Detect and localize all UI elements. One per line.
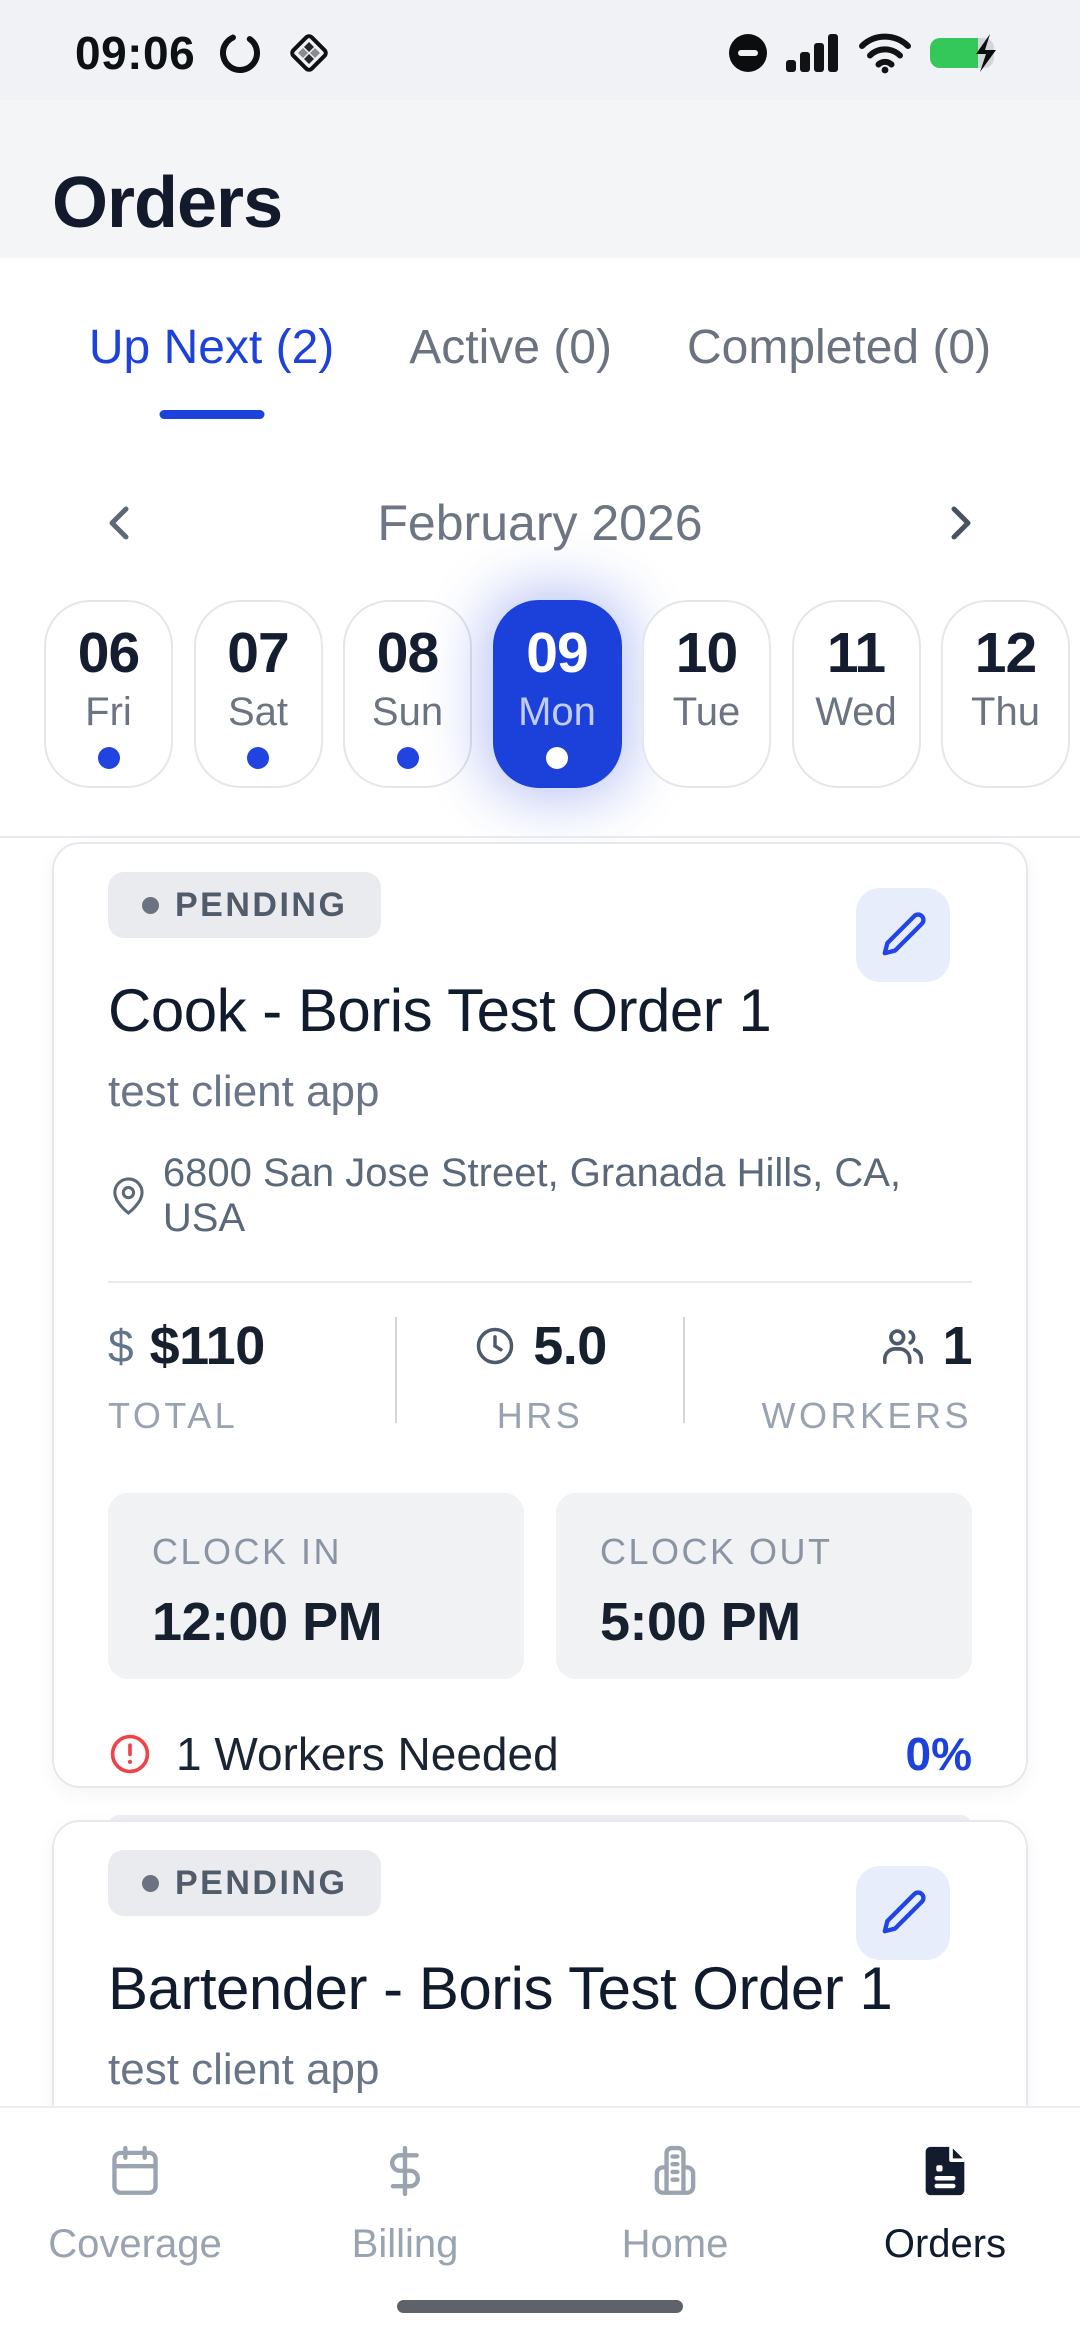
page-title: Orders — [52, 163, 283, 243]
date-carousel: 06 Fri 07 Sat 08 Sun 09 Mon 10 Tue 11 We… — [44, 600, 1080, 796]
order-title: Cook - Boris Test Order 1 — [108, 977, 772, 1044]
order-dot — [396, 746, 419, 769]
clock-out-time: 5:00 PM — [600, 1592, 801, 1652]
users-icon — [883, 1329, 924, 1365]
section-divider — [0, 836, 1080, 838]
workers-needed-text: 1 Workers Needed — [176, 1728, 559, 1780]
day-pill-07[interactable]: 07 Sat — [193, 600, 323, 788]
clock-time: 09:06 — [75, 27, 196, 79]
status-badge: PENDING — [108, 872, 382, 938]
nav-orders[interactable]: Orders — [810, 2108, 1080, 2340]
stat-total: $ $110 TOTAL — [108, 1316, 265, 1436]
day-pill-06[interactable]: 06 Fri — [44, 600, 173, 788]
clock-icon — [476, 1327, 514, 1365]
map-pin-icon — [113, 1177, 144, 1215]
clock-in-box: CLOCK IN 12:00 PM — [108, 1493, 524, 1679]
workers-needed-row: 1 Workers Needed 0% — [108, 1727, 972, 1781]
card-divider — [108, 1281, 972, 1283]
document-icon — [925, 2146, 965, 2196]
order-address: 6800 San Jose Street, Granada Hills, CA,… — [162, 1151, 902, 1240]
status-dot-icon — [142, 1874, 159, 1892]
tab-bar: Up Next (2) Active (0) Completed (0) — [0, 258, 1080, 433]
day-pill-08[interactable]: 08 Sun — [343, 600, 472, 788]
chevron-left-icon[interactable] — [100, 503, 140, 543]
dollar-sign-icon — [390, 2145, 420, 2197]
order-dot — [247, 746, 269, 769]
home-indicator[interactable] — [397, 2300, 683, 2313]
stat-hours: 5.0 HRS — [397, 1311, 684, 1437]
order-title: Bartender - Boris Test Order 1 — [108, 1955, 893, 2022]
status-dot-icon — [142, 896, 159, 914]
clock-in-time: 12:00 PM — [152, 1592, 383, 1652]
clock-times: CLOCK IN 12:00 PM CLOCK OUT 5:00 PM — [108, 1493, 972, 1679]
nav-billing[interactable]: Billing — [270, 2108, 540, 2340]
day-pill-10[interactable]: 10 Tue — [642, 600, 771, 788]
nav-coverage[interactable]: Coverage — [0, 2108, 270, 2340]
do-not-disturb-icon — [727, 32, 769, 74]
order-card-cook[interactable]: PENDING Cook - Boris Test Order 1 test c… — [52, 842, 1028, 1837]
bottom-navigation: Coverage Billing Home Orders — [0, 2106, 1080, 2340]
active-tab-underline — [159, 410, 265, 419]
fill-percentage: 0% — [905, 1728, 972, 1780]
tab-completed[interactable]: Completed (0) — [686, 321, 992, 374]
order-client: test client app — [108, 2045, 380, 2094]
stat-divider — [394, 1317, 397, 1423]
month-label: February 2026 — [377, 495, 703, 551]
order-dot — [546, 746, 568, 769]
day-pill-12[interactable]: 12 Thu — [941, 600, 1070, 788]
stat-divider — [683, 1317, 686, 1423]
diamond-ornament-icon — [285, 29, 333, 77]
pencil-icon — [882, 1890, 926, 1934]
building-icon — [654, 2145, 696, 2195]
order-address-row: 6800 San Jose Street, Granada Hills, CA,… — [108, 1151, 972, 1241]
day-pill-11[interactable]: 11 Wed — [791, 600, 921, 788]
month-navigator: February 2026 — [0, 468, 1080, 578]
tab-up-next[interactable]: Up Next (2) — [89, 320, 334, 419]
edit-order-button[interactable] — [856, 888, 950, 982]
wifi-icon — [857, 31, 913, 75]
day-pill-09-selected[interactable]: 09 Mon — [492, 600, 622, 788]
clock-out-box: CLOCK OUT 5:00 PM — [556, 1493, 972, 1679]
page-header: Orders — [0, 100, 1080, 258]
edit-order-button[interactable] — [856, 1866, 950, 1960]
calendar-icon — [112, 2145, 158, 2195]
signal-bars-icon — [784, 32, 842, 74]
order-dot — [97, 746, 120, 769]
stat-workers: 1 WORKERS — [761, 1316, 973, 1436]
pencil-icon — [882, 912, 926, 956]
nav-home[interactable]: Home — [540, 2108, 810, 2340]
status-bar: 09:06 — [0, 0, 1080, 100]
order-client: test client app — [108, 1067, 380, 1116]
dollar-icon: $ — [108, 1320, 134, 1372]
tab-active[interactable]: Active (0) — [409, 321, 612, 374]
chevron-right-icon[interactable] — [940, 503, 980, 543]
order-stats: $ $110 TOTAL 5.0 HRS — [108, 1311, 973, 1437]
status-badge: PENDING — [108, 1850, 382, 1916]
battery-charging-icon — [928, 33, 1016, 73]
loading-spinner-icon — [217, 30, 263, 76]
alert-circle-icon — [110, 1734, 150, 1774]
